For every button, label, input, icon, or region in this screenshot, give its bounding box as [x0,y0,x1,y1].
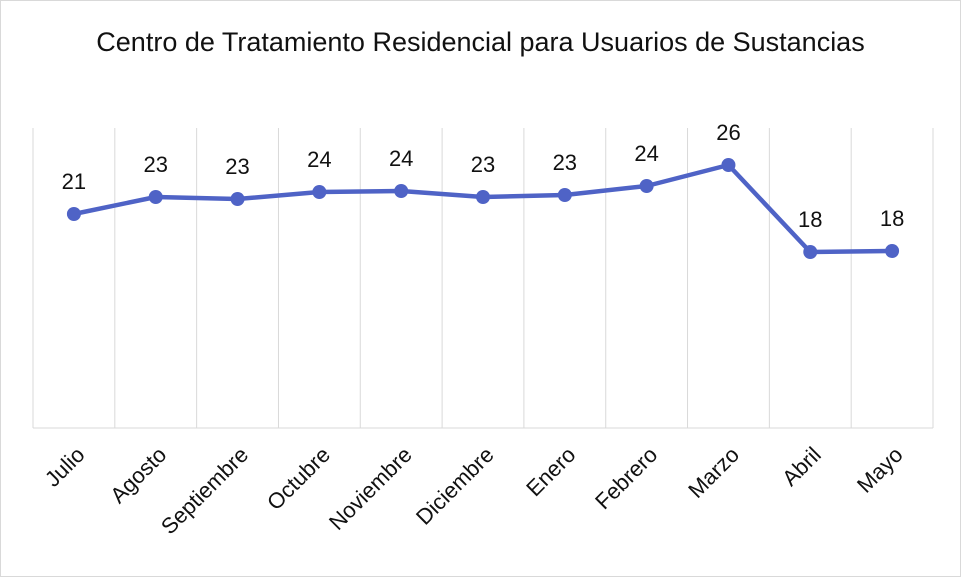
data-label: 18 [798,207,822,232]
data-label: 23 [143,152,167,177]
point [312,185,327,199]
chart-title: Centro de Tratamiento Residencial para U… [96,27,865,57]
data-label: 23 [553,150,577,175]
data-label: 24 [307,147,331,172]
point [639,179,654,193]
point [148,190,163,204]
data-label: 21 [62,169,86,194]
point [885,244,900,258]
data-label: 24 [389,146,413,171]
point [803,245,818,259]
point [230,192,245,206]
point [394,184,409,198]
point [476,190,490,204]
data-label: 24 [634,141,658,166]
data-label: 26 [716,120,740,145]
point [557,188,572,202]
data-label: 18 [880,206,904,231]
point [721,158,736,172]
data-label: 23 [225,154,249,179]
point [66,207,81,221]
data-label: 23 [471,152,495,177]
